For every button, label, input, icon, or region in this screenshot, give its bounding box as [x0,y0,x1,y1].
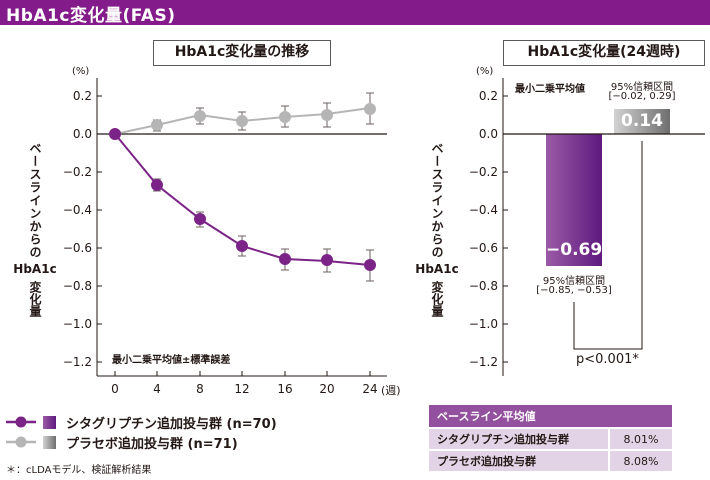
placebo-value-label: 0.14 [621,111,663,131]
ytick-label: −1.0 [62,317,92,331]
table-row: シタグリプチン追加投与群 8.01% [429,429,672,449]
baseline-table-header: ベースライン平均値 [429,405,672,427]
placebo-ci-title: 95%信頼区間 [610,82,674,93]
sitagliptin-ci-title: 95%信頼区間 [542,276,606,287]
group-cell: シタグリプチン追加投与群 [429,429,608,449]
legend-item-sitagliptin: シタグリプチン追加投与群 (n=70) [6,412,277,432]
value-cell: 8.01% [607,429,672,449]
header-bar [0,0,710,25]
xtick-label: 12 [234,382,250,396]
right-chart-ylabel: ベースラインからの HbA1c 変化量 [408,140,466,320]
left-chart-ylabel: ベースラインからの HbA1c 変化量 [6,140,64,320]
ytick-label: −0.8 [62,279,92,293]
ylabel-line-1: ベースラインからの [28,141,42,259]
legend: シタグリプチン追加投与群 (n=70) プラセボ追加投与群 (n=71) [6,412,277,452]
xaxis-unit: (週) [381,384,401,397]
ytick-label: −0.6 [468,241,498,255]
footnote: ＊：cLDAモデル、検証解析結果 [6,465,152,476]
sitagliptin-bar [546,134,602,266]
ytick-label: −0.4 [62,203,92,217]
xtick-label: 0 [111,382,119,396]
xtick-label: 16 [277,382,293,396]
ytick-label: −0.4 [468,203,498,217]
left-chart-title: HbA1c変化量の推移 [153,40,331,66]
placebo-ci: [−0.02, 0.29] [608,91,676,102]
baseline-table: ベースライン平均値 シタグリプチン追加投与群 8.01% プラセボ追加投与群 8… [429,403,672,473]
ytick-label: −0.2 [62,165,92,179]
ytick-label: −0.6 [62,241,92,255]
gray-line-marker-icon [6,436,56,449]
ytick-label: 0.0 [478,127,498,141]
xtick-label: 24 [362,382,378,396]
value-cell: 8.08% [607,451,672,471]
ytick-label: −0.2 [468,165,498,179]
right-chart-title: HbA1c変化量(24週時) [503,40,705,66]
ylabel-line-2: HbA1c [415,262,459,276]
purple-line-marker-icon [6,416,56,429]
legend-item-placebo: プラセボ追加投与群 (n=71) [6,432,277,452]
page-title: HbA1c変化量(FAS) [6,6,176,26]
sitagliptin-ci: [−0.85, −0.53] [536,285,612,296]
placebo-bar [614,109,670,134]
ylabel-line-2: HbA1c [13,262,57,276]
ylabel-line-3: 変化量 [28,281,42,317]
ytick-label: 0.2 [72,89,92,103]
ylabel-line-3: 変化量 [430,281,444,317]
xtick-label: 8 [196,382,204,396]
ylabel-line-1: ベースラインからの [430,141,444,259]
lsmean-label: 最小二乗平均値 [515,84,585,95]
xtick-label: 20 [319,382,335,396]
ytick-label: −1.0 [468,317,498,331]
ytick-label: −0.8 [468,279,498,293]
ytick-label: −1.2 [468,355,498,369]
ytick-label: 0.2 [478,89,498,103]
left-chart-unit: (%) [72,66,90,77]
table-row: プラセボ追加投与群 8.08% [429,451,672,471]
xtick-label: 4 [153,382,161,396]
group-cell: プラセボ追加投与群 [429,451,608,471]
right-chart-unit: (%) [476,66,494,77]
sitagliptin-value-label: −0.69 [546,240,603,260]
p-value: p<0.001* [576,352,639,367]
ytick-label: −1.2 [62,355,92,369]
ytick-label: 0.0 [72,127,92,141]
left-chart-note: 最小二乗平均値±標準誤差 [112,355,231,366]
